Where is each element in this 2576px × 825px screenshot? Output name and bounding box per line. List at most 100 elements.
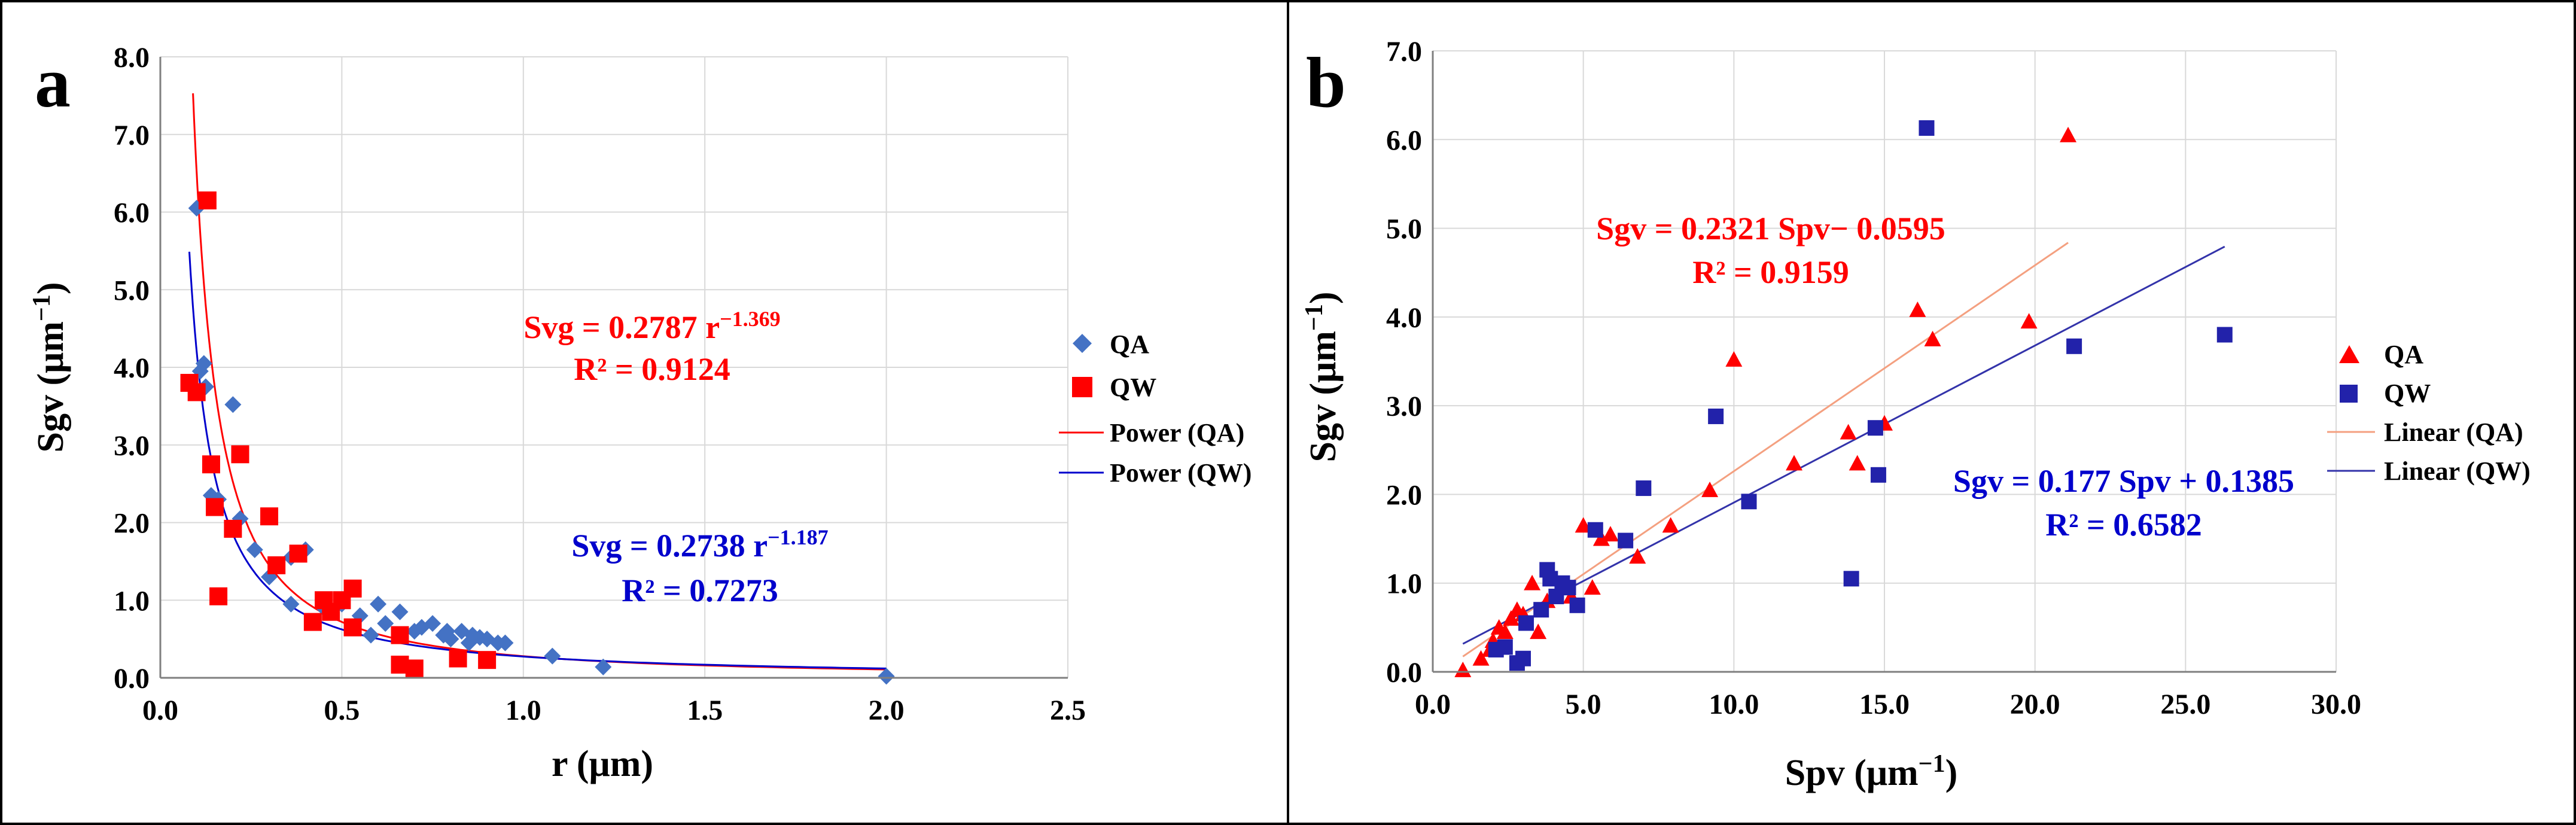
panel-a-qw-r2: R² = 0.7273 [622,573,778,608]
panel-b: b 0.0 1.0 2.0 3.0 4.0 5.0 6.0 7.0 0.0 5.0 10.0 15.… [1301,36,2531,793]
panel-a-legend-power-qw: Power (QW) [1059,458,1252,488]
panel-a-qw-point [449,649,467,668]
panel-b-qa-point [1840,424,1857,440]
panel-b-qa-point [1629,548,1646,564]
panel-a-x-axis-label: r (μm) [552,744,653,784]
panel-a-legend-power-qa-label: Power (QA) [1110,418,1244,447]
panel-b-qw-point [1867,420,1883,436]
panel-b-legend-qw-label: QW [2384,379,2431,408]
panel-b-qa-point [1849,455,1866,471]
panel-a-qa-point [362,626,379,644]
panel-a-legend-qa-label: QA [1110,330,1149,359]
panel-a-legend-qa-marker [1073,334,1092,353]
panel-b-legend-qa: QA [2339,340,2423,369]
panel-a-y-tick-label: 1.0 [114,585,150,617]
panel-a-qa-r2: R² = 0.9124 [574,351,730,387]
panel-b-qa-point [1524,574,1541,590]
panel-b-qa-point [1472,650,1490,666]
panel-a-label: a [35,42,71,122]
panel-a-qa-point [878,668,895,685]
panel-a-y-tick-label: 6.0 [114,197,150,229]
panel-a-x-tick-label: 2.0 [869,695,905,726]
panel-b-y-tick-label: 7.0 [1386,36,1422,68]
panel-b-qw-r2: R² = 0.6582 [2045,507,2202,543]
panel-a-legend-qw: QW [1072,373,1156,402]
panel-b-qa-point [2020,313,2038,329]
panel-b-qa-point [2060,126,2077,142]
panel-b-fit-linear-qw [1462,245,2225,645]
panel-a-x-ticks: 0.0 0.5 1.0 1.5 2.0 2.5 [142,695,1086,726]
panel-a-y-tick-label: 7.0 [114,120,150,151]
panel-b-x-tick-label: 25.0 [2160,689,2210,720]
panel-a-qa-point [595,658,612,675]
panel-b-qw-point [1560,580,1576,596]
panel-a-qa-point [497,634,514,652]
panel-a-qw-point [187,383,206,401]
panel-a-qw-point [303,613,322,631]
panel-b-qw-point [1518,615,1534,631]
panel-a-legend-power-qw-label: Power (QW) [1110,458,1252,488]
panel-b-qa-point [1701,482,1719,497]
panel-b-qw-point [2066,338,2082,354]
panel-a-qw-point [224,519,242,538]
panel-b-qw-point [1843,571,1859,587]
panel-b-qa-point [1575,517,1592,533]
panel-b-axes [1432,51,2336,673]
panel-a-y-tick-label: 2.0 [114,508,150,540]
panel-b-x-axis-label: Spv (μm−1) [1785,750,1958,793]
panel-b-y-tick-label: 5.0 [1386,214,1422,245]
panel-b-y-tick-label: 6.0 [1386,124,1422,156]
panel-b-y-tick-label: 4.0 [1386,302,1422,334]
panel-a-points [180,191,895,685]
panel-b-qa-point [1786,455,1802,471]
panel-b-x-tick-label: 20.0 [2010,689,2060,720]
panel-b-qw-point [1618,532,1634,549]
panel-b-x-tick-label: 30.0 [2311,689,2361,720]
panel-a-y-tick-label: 0.0 [114,663,150,695]
panel-a-legend-qw-label: QW [1110,373,1156,402]
panel-b-qa-point [1454,662,1472,677]
panel-a-x-tick-label: 1.0 [506,695,541,726]
panel-a-y-axis-label: Sgv (μm−1) [28,282,71,452]
panel-b-qa-point [1584,579,1601,595]
panel-a-legend-qw-marker [1072,377,1092,397]
panel-a-qa-point [544,647,561,665]
panel-a-axes [159,57,1068,679]
panel-b-label: b [1306,42,1346,122]
panel-b-qw-point [1587,522,1603,538]
panel-b-grid [1433,50,2337,672]
panel-b-qw-point [1870,467,1886,483]
panel-a-x-tick-label: 0.5 [324,695,360,726]
panel-b-qw-point [1708,408,1724,424]
panel-b-x-tick-label: 10.0 [1709,689,1759,720]
panel-b-legend-linear-qa: Linear (QA) [2327,418,2523,447]
panel-b-qa-equation: Sgv = 0.2321 Spv− 0.0595 [1596,211,1945,246]
panel-b-x-tick-label: 0.0 [1415,689,1451,720]
panel-a: a 0.0 1.0 2.0 3.0 4.0 5.0 6.0 7.0 8.0 0.0 0.5 1.0 1… [28,42,1252,784]
panel-b-qw-point [1533,602,1549,618]
panel-a-qa-point [391,603,409,620]
panel-a-x-tick-label: 2.5 [1050,695,1086,726]
panel-b-qw-point [1741,494,1757,510]
panel-b-qa-point [1530,623,1547,640]
panel-a-qw-point [198,191,217,210]
panel-a-qw-point [391,626,409,644]
panel-a-qa-point [246,541,263,558]
panel-b-qw-point [1636,480,1652,497]
panel-b-legend-qw: QW [2340,379,2431,408]
panel-b-qa-point [1593,530,1610,546]
panel-a-qa-point [377,615,394,632]
panel-a-qa-equation: Svg = 0.2787 r−1.369 [523,307,780,345]
panel-b-qw-point [1497,639,1513,655]
panel-a-qw-equation: Svg = 0.2738 r−1.187 [571,525,828,564]
panel-b-qa-point [1496,623,1514,640]
panel-b-legend: QA QW Linear (QA) Linear (QW) [2327,340,2531,486]
panel-a-y-ticks: 0.0 1.0 2.0 3.0 4.0 5.0 6.0 7.0 8.0 [114,42,150,695]
panel-a-qa-point [424,615,441,632]
panel-b-qa-point [1725,351,1743,367]
panel-a-qw-point [267,556,286,574]
panel-b-legend-qa-marker [2339,345,2359,363]
panel-b-qa-point [1601,526,1619,542]
panel-b-x-tick-label: 5.0 [1566,689,1601,720]
panel-a-qa-point [282,595,300,613]
